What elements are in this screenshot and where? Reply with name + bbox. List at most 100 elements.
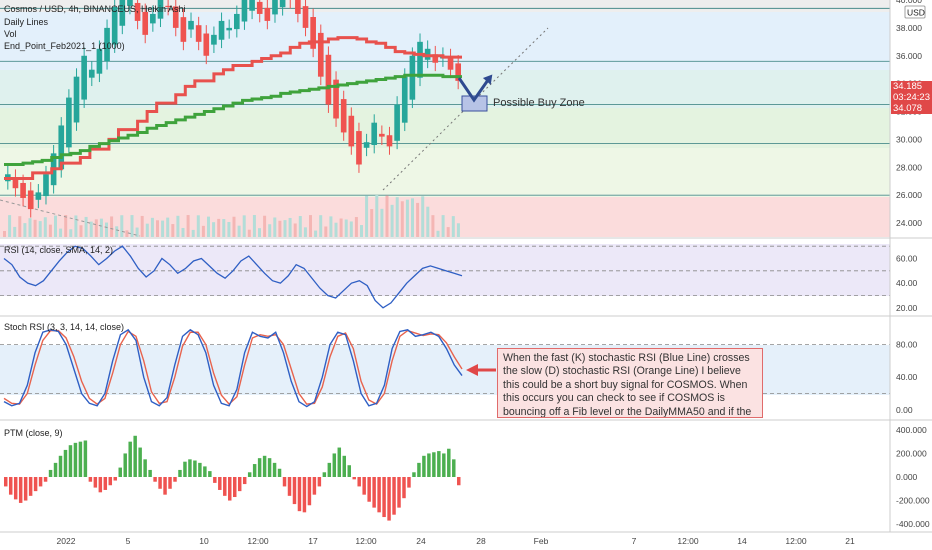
volume-bar [400,201,404,237]
volume-bar [166,217,170,237]
ptm-bar [103,477,108,490]
stoch-tick-label: 0.00 [896,405,913,415]
ptm-bar [457,477,461,486]
ptm-bar [397,477,401,508]
projection-arrow [457,77,490,103]
candle-body [340,99,347,133]
ptm-bar [163,477,167,495]
ptm-bar [118,467,122,477]
volume-bar [43,217,47,237]
volume-bar [232,216,236,237]
time-tick-label: 21 [845,536,855,546]
volume-bar [28,218,32,237]
ptm-bar [237,477,242,492]
ptm-bar [133,435,137,477]
ptm-bar [377,477,381,513]
ptm-bar [28,477,33,496]
price-pane[interactable]: Possible Buy Zone Cosmos / USD, 4h, BINA… [0,0,890,237]
candle-body [12,177,19,189]
ptm-bar [442,453,446,477]
volume-bar [319,215,323,237]
ptm-tick-label: 0.000 [896,472,918,482]
price-axis[interactable]: USD 40.00038.00036.00034.00032.00030.000… [896,0,926,228]
volume-bar [324,226,328,237]
volume-bar [130,215,134,237]
price-tick-label: 36.000 [896,51,922,61]
time-tick-label: 12:00 [247,536,269,546]
ptm-bar [337,447,342,477]
volume-bar [436,230,440,237]
buy-zone-label: Possible Buy Zone [493,97,585,109]
ptm-bar [108,477,113,486]
time-tick-label: Feb [534,536,549,546]
zone-blue [0,12,890,70]
ptm-bar [392,477,396,515]
ptm-bar [402,477,406,499]
ptm-bar [128,441,132,477]
volume-bar [441,215,445,237]
volume-bar [64,215,68,237]
ptm-bar [68,445,73,477]
ptm-bar [73,442,78,477]
ptm-bar [287,477,292,496]
time-tick-label: 5 [126,536,131,546]
ptm-bar [382,477,386,518]
volume-bar [161,220,165,237]
volume-bar [140,215,144,237]
countdown-badge: 03:24:23 [891,92,932,103]
candle-body [295,0,301,14]
ptm-bar [322,472,327,477]
candle-body [455,63,461,81]
ptm-bar [98,477,103,493]
volume-bar [207,216,210,237]
volume-bar [334,222,338,237]
stoch-pane[interactable]: Stoch RSI (3, 3, 14, 14, close) 80.00 40.… [0,315,932,415]
ptm-bar [357,477,361,487]
ptm-bar [437,451,441,477]
green-moving-average [4,73,462,167]
callout-arrow-head [466,364,478,376]
ptm-bar [432,452,436,477]
time-axis[interactable]: 2022 5 10 12:00 17 12:00 24 28 Feb 7 12:00 14 12:00 2… [0,531,932,546]
candle-body [96,48,103,74]
ptm-bar [452,459,456,477]
volume-bar [303,227,307,237]
ptm-bar [188,459,192,477]
ptm-bar [88,477,93,482]
candle-body [81,55,87,100]
volume-bar [227,221,231,237]
annotation-callout[interactable]: When the fast (K) stochastic RSI (Blue L… [497,348,763,418]
ptm-bar [412,472,416,477]
volume-bar [370,209,374,237]
ptm-bar [257,458,262,477]
volume-bar [186,215,190,237]
volume-bar [38,221,42,237]
volume-bar [339,218,343,237]
rsi-pane[interactable]: RSI (14, close, SMA, 14, 2) 60.00 40.00 20… [0,237,932,313]
rsi-tick-label: 40.00 [896,278,918,288]
ptm-bar [307,477,312,506]
rsi-line [3,245,463,309]
volume-bar [99,218,103,237]
currency-label: USD [907,8,925,18]
volume-bar [181,227,185,237]
ptm-bar [203,466,207,477]
volume-bar [446,227,450,237]
volume-bar [329,216,333,237]
ptm-bar [247,472,252,477]
volume-bar [309,215,312,237]
zone-green [0,108,890,148]
ptm-pane[interactable]: PTM (close, 9) 400.000 200.000 0.000 -200.0… [0,419,932,529]
ptm-bar [342,455,346,477]
ptm-bar [262,455,267,477]
candle-body [333,79,339,119]
candle-body [111,6,118,45]
time-tick-label: 12:00 [677,536,699,546]
candle-body [432,54,439,63]
candle-body [119,0,126,26]
ptm-bar [218,477,222,490]
candle-body [172,6,179,28]
volume-bar [344,219,348,237]
time-tick-label: 10 [199,536,209,546]
